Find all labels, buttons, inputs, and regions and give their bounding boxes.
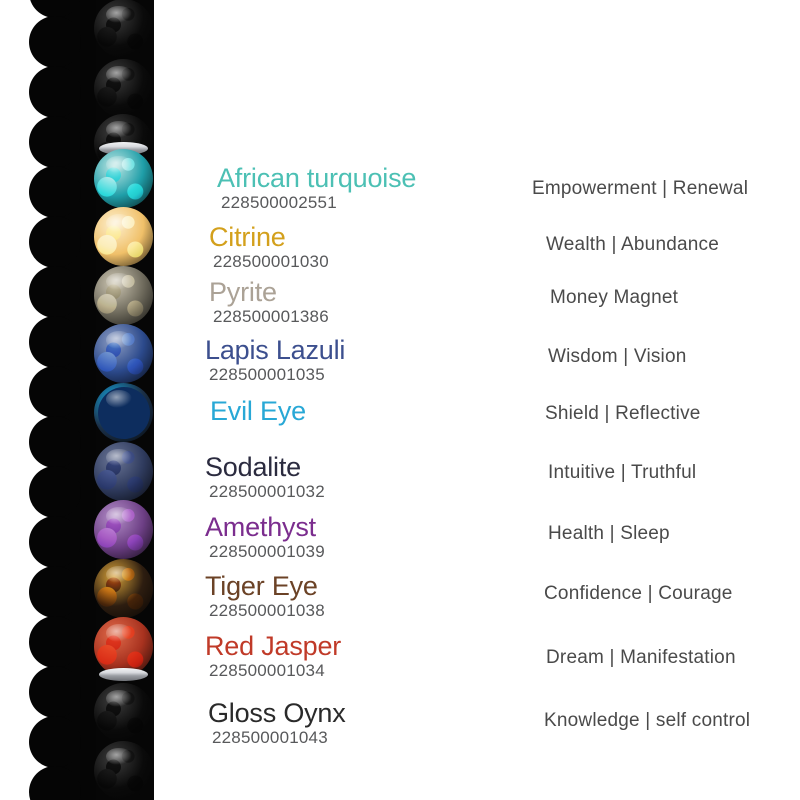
- bead-evil-eye: [94, 382, 153, 442]
- bracelet-photo-strip: [0, 0, 190, 800]
- shadow-scallop: [29, 216, 81, 268]
- stone-meaning: Empowerment | Renewal: [532, 178, 749, 199]
- bead-texture: [94, 58, 153, 118]
- bead-texture: [94, 617, 153, 677]
- shadow-scallop: [29, 166, 81, 218]
- bead-gloss-oynx: [94, 58, 153, 118]
- stone-name: Pyrite: [209, 277, 277, 307]
- stone-name: Amethyst: [205, 512, 316, 542]
- bead-texture: [94, 441, 153, 501]
- bead-lapis-lazuli: [94, 324, 153, 384]
- shadow-scallop: [29, 66, 81, 118]
- shadow-scallop: [29, 366, 81, 418]
- bead-texture: [94, 0, 153, 58]
- bead-texture: [94, 148, 153, 208]
- shadow-scallop: [29, 0, 81, 18]
- shadow-scallop: [29, 466, 81, 518]
- stone-sku: 228500001034: [209, 661, 325, 680]
- stone-sku: 228500001030: [213, 252, 329, 271]
- stone-sku: 228500001035: [209, 365, 325, 384]
- stone-sku: 228500001038: [209, 601, 325, 620]
- shadow-scallop: [29, 416, 81, 468]
- stone-name: Red Jasper: [205, 631, 342, 661]
- stone-sku: 228500002551: [221, 193, 337, 212]
- bead-texture: [94, 558, 153, 618]
- stone-names-column: African turquoise 228500002551 Citrine 2285…: [205, 0, 505, 800]
- stone-entry: Gloss Oynx 228500001043: [205, 698, 505, 747]
- stone-entry: Evil Eye: [205, 396, 505, 426]
- stone-entry: Lapis Lazuli 228500001035: [205, 335, 505, 384]
- bead-gloss-oynx: [94, 740, 153, 800]
- shadow-scallop: [29, 616, 81, 668]
- stone-name: African turquoise: [217, 163, 417, 193]
- stone-entry: Sodalite 228500001032: [205, 452, 505, 501]
- shadow-scallop: [29, 16, 81, 68]
- stone-entry: Red Jasper 228500001034: [205, 631, 505, 680]
- bead-texture: [94, 265, 153, 325]
- stone-name: Lapis Lazuli: [205, 335, 346, 365]
- shadow-scallop: [29, 516, 81, 568]
- stone-entry: Amethyst 228500001039: [205, 512, 505, 561]
- bead-texture: [94, 740, 153, 800]
- shadow-scallop: [29, 116, 81, 168]
- bead-african-turquoise: [94, 148, 153, 208]
- stone-entry: Citrine 228500001030: [205, 222, 505, 271]
- bead-gloss-oynx: [94, 0, 153, 58]
- stone-meaning: Knowledge | self control: [544, 710, 751, 731]
- stone-meaning: Intuitive | Truthful: [548, 462, 697, 483]
- bead-citrine: [94, 207, 153, 267]
- bead-pyrite: [94, 265, 153, 325]
- stone-sku: 228500001039: [209, 542, 325, 561]
- shadow-scallop: [29, 266, 81, 318]
- stone-meaning: Dream | Manifestation: [546, 647, 736, 668]
- stone-meaning: Wisdom | Vision: [548, 346, 687, 367]
- shadow-scallop: [29, 566, 81, 618]
- shadow-scallop: [29, 716, 81, 768]
- bead-amethyst: [94, 500, 153, 560]
- silver-spacer-bead: [99, 667, 148, 681]
- stone-meaning: Money Magnet: [550, 287, 679, 308]
- stone-sku: 228500001386: [213, 307, 329, 326]
- stone-sku: 228500001032: [209, 482, 325, 501]
- stone-meanings-column: Empowerment | Renewal Wealth | Abundance M…: [520, 0, 800, 800]
- bead-red-jasper: [94, 617, 153, 677]
- stone-meaning: Shield | Reflective: [545, 403, 701, 424]
- shadow-scallop: [29, 666, 81, 718]
- stone-entry: Tiger Eye 228500001038: [205, 571, 505, 620]
- stone-entry: Pyrite 228500001386: [205, 277, 505, 326]
- stone-name: Citrine: [209, 222, 286, 252]
- stone-name: Tiger Eye: [205, 571, 318, 601]
- bead-tiger-eye: [94, 558, 153, 618]
- bead-texture: [94, 682, 153, 742]
- shadow-scallop: [29, 766, 81, 800]
- bead-gloss-oynx: [94, 682, 153, 742]
- stone-name: Sodalite: [205, 452, 301, 482]
- stone-meaning: Wealth | Abundance: [546, 234, 719, 255]
- stone-meaning: Confidence | Courage: [544, 583, 733, 604]
- bead-texture: [94, 324, 153, 384]
- stone-name: Gloss Oynx: [208, 698, 346, 728]
- stone-meaning: Health | Sleep: [548, 523, 670, 544]
- stone-entry: African turquoise 228500002551: [205, 163, 505, 212]
- bead-texture: [94, 500, 153, 560]
- bead-texture: [94, 207, 153, 267]
- stone-name: Evil Eye: [210, 396, 306, 426]
- stone-sku: 228500001043: [212, 728, 328, 747]
- bead-sodalite: [94, 441, 153, 501]
- evil-eye-ring-0: [97, 387, 150, 440]
- shadow-scallop: [29, 316, 81, 368]
